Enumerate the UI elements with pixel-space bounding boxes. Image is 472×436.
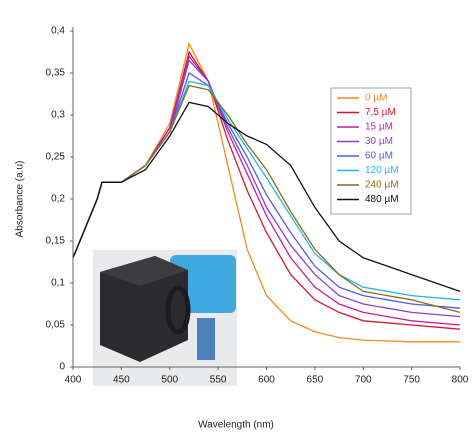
- legend-label: 30 µM: [365, 136, 393, 147]
- y-tick-label: 0,15: [46, 236, 66, 247]
- y-tick-label: 0,2: [51, 194, 65, 205]
- y-tick-label: 0,05: [46, 320, 66, 331]
- x-tick-label: 400: [65, 375, 82, 386]
- x-tick-label: 800: [452, 375, 469, 386]
- x-tick-label: 550: [210, 375, 227, 386]
- x-tick-label: 750: [403, 375, 420, 386]
- x-tick-label: 650: [307, 375, 324, 386]
- y-tick-label: 0,25: [46, 152, 66, 163]
- y-tick-label: 0,35: [46, 68, 66, 79]
- y-tick-label: 0,3: [51, 110, 65, 121]
- inset-photo: [93, 250, 237, 386]
- legend-label: 240 µM: [365, 180, 399, 191]
- legend-label: 60 µM: [365, 151, 393, 162]
- y-tick-label: 0,4: [51, 26, 65, 37]
- y-tick-label: 0,1: [51, 278, 65, 289]
- legend-box: [330, 87, 412, 215]
- y-axis-title: Absorbance (a.u): [15, 161, 26, 238]
- y-tick-label: 0: [59, 362, 65, 373]
- x-tick-label: 700: [355, 375, 372, 386]
- x-tick-label: 600: [258, 375, 275, 386]
- legend-label: 0 µM: [365, 93, 387, 104]
- legend-label: 120 µM: [365, 165, 399, 176]
- x-axis-title: Wavelength (nm): [198, 420, 274, 431]
- legend-label: 15 µM: [365, 122, 393, 133]
- legend-label: 480 µM: [365, 194, 399, 205]
- spectrum-line: [72, 101, 461, 293]
- legend-label: 7,5 µM: [365, 107, 396, 118]
- x-tick-label: 450: [113, 375, 130, 386]
- x-tick-label: 500: [161, 375, 178, 386]
